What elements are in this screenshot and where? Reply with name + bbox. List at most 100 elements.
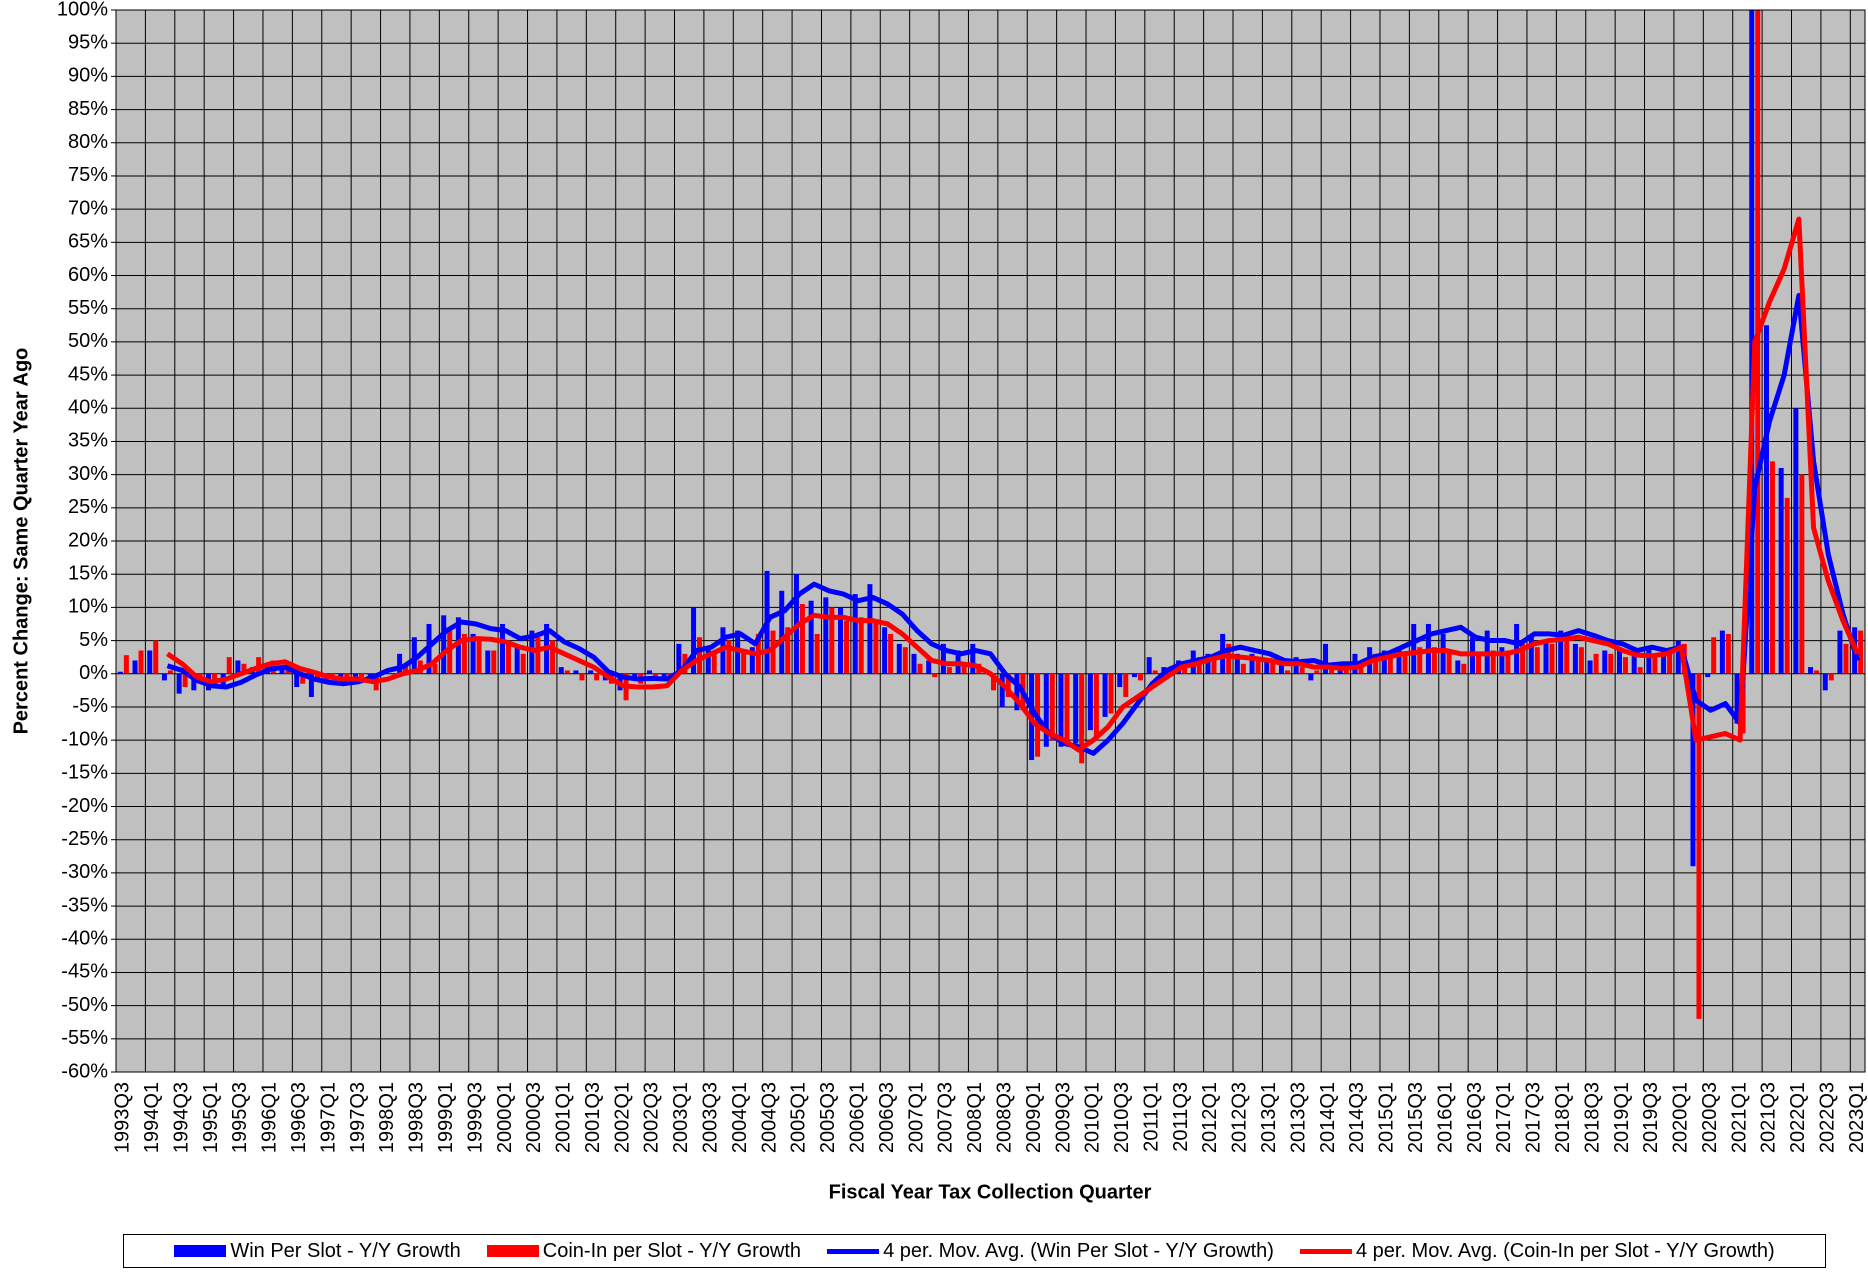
- x-tick-label: 2020Q3: [1699, 1082, 1721, 1153]
- bar: [741, 650, 747, 674]
- x-tick-label: 2005Q1: [788, 1082, 810, 1153]
- x-tick-label: 2011Q3: [1170, 1082, 1192, 1152]
- bar: [1652, 657, 1658, 674]
- bar: [558, 667, 564, 674]
- bar: [1455, 660, 1461, 674]
- bar: [697, 637, 703, 674]
- bar: [858, 617, 864, 674]
- bar: [991, 673, 996, 691]
- bar: [397, 653, 403, 674]
- y-tick-label: 0%: [79, 662, 108, 684]
- bar: [579, 673, 585, 681]
- bar: [1631, 650, 1637, 674]
- y-tick-label: 85%: [68, 98, 108, 120]
- bar: [829, 607, 835, 674]
- bar: [308, 673, 314, 697]
- bar: [1249, 653, 1255, 674]
- bar: [1402, 653, 1408, 674]
- bar: [1622, 657, 1628, 674]
- bar: [476, 640, 482, 674]
- bar: [1564, 640, 1570, 674]
- bar: [1461, 663, 1467, 674]
- y-tick-label: 40%: [68, 397, 108, 419]
- bar: [344, 673, 350, 678]
- x-tick-label: 2001Q3: [582, 1082, 604, 1153]
- x-tick-label: 2009Q3: [1052, 1082, 1074, 1153]
- bar: [888, 633, 894, 674]
- marks: [117, 10, 1864, 1019]
- bar: [838, 607, 844, 674]
- bar: [646, 670, 652, 674]
- bar: [661, 673, 667, 678]
- bar: [1299, 667, 1305, 674]
- bar: [1734, 673, 1740, 724]
- bar: [1587, 660, 1593, 674]
- x-tick-label: 2000Q1: [494, 1082, 516, 1153]
- bar: [1064, 673, 1070, 741]
- bar: [1240, 663, 1246, 674]
- bar: [161, 673, 167, 681]
- bar: [447, 630, 453, 674]
- bar: [711, 653, 717, 674]
- bar: [1005, 673, 1011, 697]
- bar: [514, 647, 520, 674]
- legend-swatch: [1299, 1248, 1352, 1254]
- bar: [1255, 660, 1261, 674]
- bar: [1264, 660, 1270, 674]
- bar: [1123, 673, 1129, 697]
- bar: [1387, 650, 1393, 674]
- x-tick-label: 2017Q3: [1523, 1082, 1545, 1153]
- bar: [1323, 643, 1329, 674]
- legend-item: Coin-In per Slot - Y/Y Growth: [486, 1240, 801, 1263]
- y-tick-label: 5%: [79, 629, 108, 651]
- x-tick-label: 2014Q1: [1317, 1082, 1339, 1153]
- x-tick-label: 2010Q1: [1082, 1082, 1104, 1153]
- x-tick-label: 2002Q1: [611, 1082, 633, 1153]
- bar: [167, 670, 173, 674]
- x-tick-label: 1994Q3: [170, 1082, 192, 1153]
- bar: [1528, 637, 1534, 674]
- x-tick-label: 2013Q3: [1287, 1082, 1309, 1153]
- bar: [485, 650, 491, 674]
- x-tick-label: 2007Q3: [935, 1082, 957, 1153]
- bar: [1793, 408, 1799, 674]
- x-tick-label: 2018Q1: [1552, 1082, 1574, 1153]
- y-tick-label: 30%: [68, 463, 108, 485]
- y-tick-label: 95%: [68, 31, 108, 53]
- bar: [1211, 657, 1217, 674]
- bar: [1234, 653, 1240, 674]
- y-tick-label: 55%: [68, 297, 108, 319]
- x-tick-label: 2004Q1: [729, 1082, 751, 1153]
- bar: [1446, 650, 1452, 674]
- bar: [359, 673, 365, 678]
- y-tick-label: 25%: [68, 496, 108, 518]
- bar: [1014, 673, 1020, 711]
- x-tick-label: 2022Q3: [1817, 1082, 1839, 1153]
- x-tick-label: 1998Q1: [376, 1082, 398, 1153]
- bar: [235, 660, 241, 674]
- x-tick-label: 1997Q3: [347, 1082, 369, 1153]
- bar: [491, 650, 497, 674]
- y-tick-label: -60%: [61, 1060, 108, 1082]
- bar: [1102, 673, 1108, 717]
- bar: [1431, 647, 1437, 674]
- y-tick-label: 90%: [68, 65, 108, 87]
- y-tick-label: -20%: [61, 795, 108, 817]
- bar: [814, 633, 820, 674]
- y-tick-label: 80%: [68, 131, 108, 153]
- bar: [676, 643, 682, 674]
- bar: [1637, 667, 1643, 674]
- bar: [138, 650, 144, 674]
- x-tick-label: 2001Q1: [553, 1082, 575, 1153]
- x-tick-label: 2013Q1: [1258, 1082, 1280, 1153]
- bar: [314, 673, 320, 681]
- bar: [1675, 640, 1681, 674]
- x-tick-label: 1999Q1: [435, 1082, 457, 1153]
- bar: [123, 655, 129, 674]
- bar: [970, 643, 976, 674]
- y-tick-label: -40%: [61, 928, 108, 950]
- bar: [1719, 630, 1725, 674]
- bar: [550, 640, 556, 674]
- bar: [1749, 10, 1755, 674]
